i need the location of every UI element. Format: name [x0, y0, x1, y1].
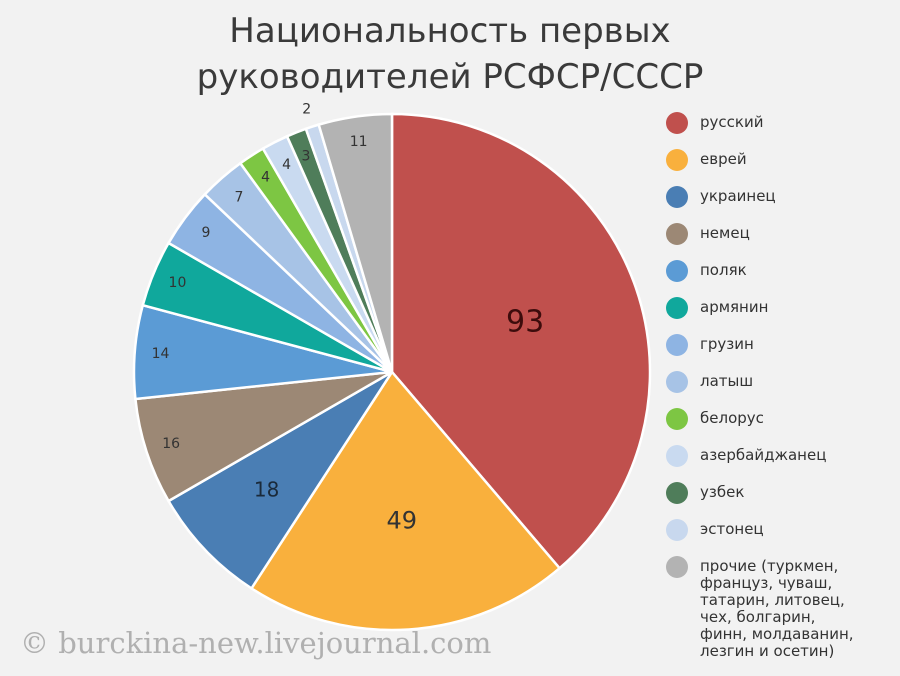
- data-label: 3: [301, 148, 310, 164]
- legend-item: еврей: [666, 147, 896, 172]
- legend-item: белорус: [666, 406, 896, 431]
- legend-item: армянин: [666, 295, 896, 320]
- legend-label: еврей: [700, 150, 747, 168]
- legend-label: азербайджанец: [700, 446, 827, 464]
- legend-swatch: [666, 297, 688, 319]
- pie-slice: [390, 112, 652, 570]
- legend-swatch: [666, 149, 688, 171]
- pie-slice: [317, 112, 394, 373]
- legend-swatch: [666, 334, 688, 356]
- legend-swatch: [666, 112, 688, 134]
- data-label: 4: [282, 157, 291, 173]
- legend-item: эстонец: [666, 517, 896, 542]
- legend-label: латыш: [700, 372, 754, 390]
- legend-swatch: [666, 445, 688, 467]
- legend-item: русский: [666, 110, 896, 135]
- data-label: 4: [261, 169, 270, 185]
- legend-label: поляк: [700, 261, 747, 279]
- data-label: 2: [302, 101, 311, 117]
- legend-swatch: [666, 371, 688, 393]
- legend-swatch: [666, 556, 688, 578]
- data-label: 93: [506, 304, 544, 339]
- legend-item: азербайджанец: [666, 443, 896, 468]
- legend-swatch: [666, 260, 688, 282]
- watermark: © burckina-new.livejournal.com: [20, 626, 492, 660]
- legend-label: узбек: [700, 483, 745, 501]
- data-label: 16: [162, 436, 180, 452]
- legend-label: грузин: [700, 335, 754, 353]
- data-label: 10: [169, 275, 187, 291]
- data-label: 49: [387, 506, 418, 534]
- legend-item: грузин: [666, 332, 896, 357]
- legend-item: поляк: [666, 258, 896, 283]
- legend-label: украинец: [700, 187, 776, 205]
- data-label: 11: [350, 134, 368, 150]
- legend-item: украинец: [666, 184, 896, 209]
- data-label: 14: [152, 346, 170, 362]
- pie-slice: [249, 369, 562, 632]
- legend: русский еврей украинец немец поляк армянин гру…: [666, 110, 896, 672]
- legend-swatch: [666, 519, 688, 541]
- legend-swatch: [666, 223, 688, 245]
- data-label: 9: [201, 225, 210, 241]
- legend-swatch: [666, 408, 688, 430]
- legend-label: эстонец: [700, 520, 764, 538]
- pie-slice: [166, 370, 394, 591]
- legend-label: немец: [700, 224, 750, 242]
- chart-title: Национальность первых руководителей РСФС…: [196, 11, 704, 97]
- legend-swatch: [666, 186, 688, 208]
- legend-item: немец: [666, 221, 896, 246]
- data-label: 18: [254, 477, 279, 501]
- legend-label: русский: [700, 113, 764, 131]
- data-label: 7: [234, 189, 243, 205]
- pie-slice: [134, 370, 393, 503]
- legend-item: узбек: [666, 480, 896, 505]
- legend-label: армянин: [700, 298, 769, 316]
- legend-label: прочие (туркмен, француз, чуваш, татарин…: [700, 557, 854, 660]
- legend-item: прочие (туркмен, француз, чуваш, татарин…: [666, 554, 896, 660]
- legend-swatch: [666, 482, 688, 504]
- legend-item: латыш: [666, 369, 896, 394]
- legend-label: белорус: [700, 409, 764, 427]
